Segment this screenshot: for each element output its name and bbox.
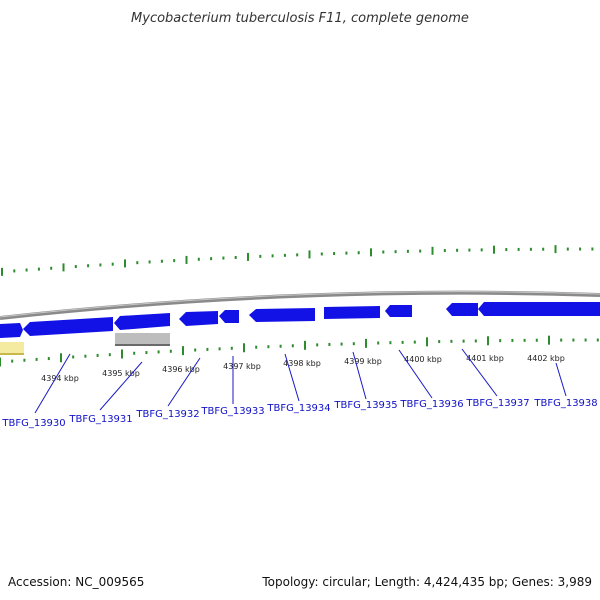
gene-feature[interactable] (446, 303, 478, 316)
gene-label-leaders (34, 348, 567, 414)
gene-label[interactable]: TBFG_13931 (68, 414, 132, 425)
gene-leader-line (398, 349, 433, 399)
kbp-label: 4395 kbp (102, 369, 140, 378)
gene-feature[interactable] (23, 317, 113, 336)
gene-label[interactable]: TBFG_13934 (266, 403, 330, 414)
gene-label[interactable]: TBFG_13935 (333, 400, 397, 411)
pseudo-gene-feature[interactable] (0, 342, 24, 355)
kbp-label: 4394 kbp (41, 374, 79, 383)
kbp-label: 4396 kbp (162, 365, 200, 374)
gene-label[interactable]: TBFG_13938 (533, 398, 597, 409)
inner-tick-track (0, 335, 599, 367)
genome-backbone (0, 290, 600, 320)
gene-feature[interactable] (179, 311, 218, 326)
gene-feature[interactable] (249, 308, 315, 322)
gene-leader-line (555, 362, 567, 397)
gene-leader-line (99, 361, 143, 411)
kbp-label: 4399 kbp (344, 357, 382, 366)
kbp-label: 4402 kbp (527, 354, 565, 363)
gene-feature[interactable] (478, 302, 600, 316)
gene-track (0, 302, 600, 355)
rna-gene-feature[interactable] (115, 333, 170, 346)
kbp-label: 4397 kbp (223, 362, 261, 371)
gene-feature[interactable] (219, 310, 239, 323)
gene-label[interactable]: TBFG_13937 (465, 398, 529, 409)
gene-leader-line (167, 357, 201, 407)
genome-backbone-highlight (0, 291, 600, 318)
outer-tick-track (1, 245, 594, 276)
kbp-scale: 4394 kbp 4395 kbp 4396 kbp 4397 kbp 4398… (41, 354, 565, 383)
gene-leader-line (352, 351, 367, 400)
gene-leader-line (284, 353, 300, 402)
genome-summary-text: Topology: circular; Length: 4,424,435 bp… (261, 575, 592, 589)
gene-feature[interactable] (0, 323, 23, 338)
rna-gene-feature-edge (115, 344, 170, 346)
gene-label[interactable]: TBFG_13930 (1, 418, 65, 429)
kbp-label: 4400 kbp (404, 355, 442, 364)
gene-label[interactable]: TBFG_13936 (399, 399, 463, 410)
gene-leader-line (34, 353, 71, 414)
accession-text: Accession: NC_009565 (8, 575, 144, 589)
gene-feature[interactable] (385, 305, 412, 317)
gene-feature[interactable] (114, 313, 170, 330)
gene-feature[interactable] (324, 306, 380, 319)
gene-label[interactable]: TBFG_13932 (135, 409, 199, 420)
gene-label[interactable]: TBFG_13933 (200, 406, 264, 417)
gene-labels: TBFG_13930 TBFG_13931 TBFG_13932 TBFG_13… (1, 398, 597, 429)
kbp-label: 4401 kbp (466, 354, 504, 363)
gene-leader-line (461, 348, 498, 397)
map-title: Mycobacterium tuberculosis F11, complete… (131, 11, 469, 26)
kbp-label: 4398 kbp (283, 359, 321, 368)
pseudo-gene-feature-edge (0, 353, 24, 355)
